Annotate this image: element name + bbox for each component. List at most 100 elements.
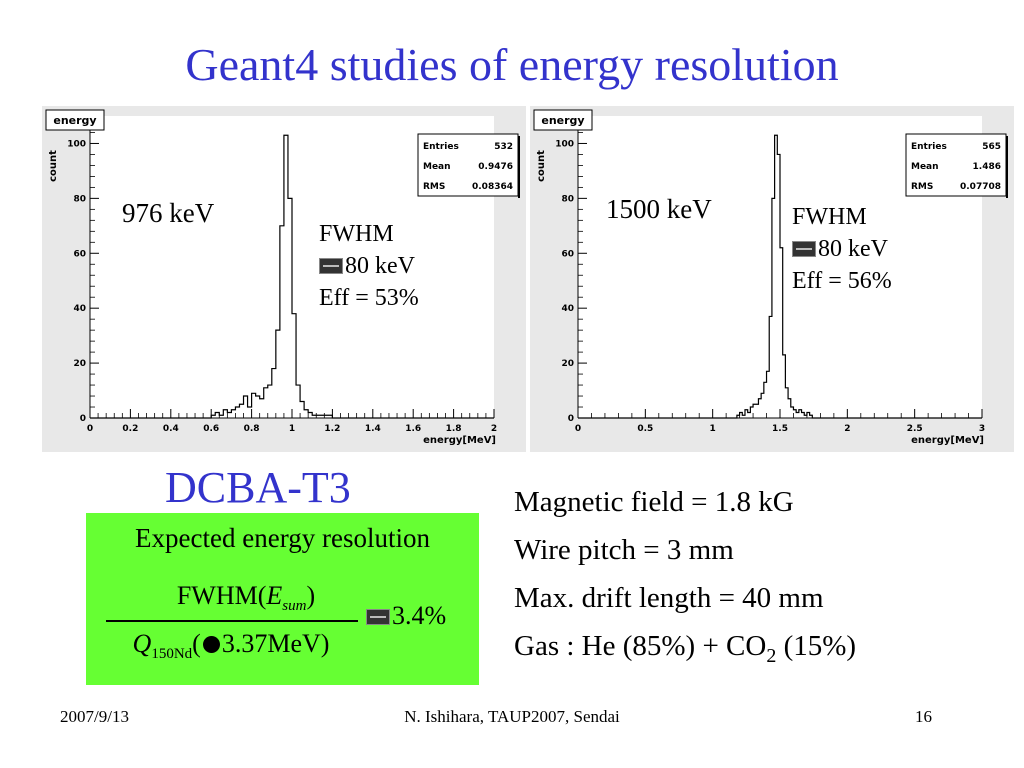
- fwhm-annotation: FWHM 80 keV Eff = 56%: [792, 201, 892, 297]
- resolution-value: 3.4%: [392, 601, 447, 630]
- x-tick-label: 0.8: [244, 424, 260, 434]
- approx-symbol-icon: [319, 258, 343, 274]
- numerator-variable: E: [266, 581, 283, 610]
- param-gas: Gas : He (85%) + CO2 (15%): [514, 622, 856, 680]
- stats-label: RMS: [911, 182, 933, 192]
- numerator-suffix: ): [306, 581, 316, 610]
- denominator-open-paren: (: [192, 629, 201, 658]
- x-tick-label: 1: [289, 424, 295, 434]
- efficiency: Eff = 56%: [792, 268, 892, 294]
- histogram-976kev: 0 0.2 0.4 0.6 0.8 1 1.2 1.4 1.6 1.8 2020406080100e…: [42, 106, 526, 452]
- x-tick-label: 0.6: [203, 424, 219, 434]
- param-wire-pitch: Wire pitch = 3 mm: [514, 534, 734, 566]
- y-tick-label: 60: [561, 249, 574, 259]
- denominator-value: 3.37MeV): [221, 629, 330, 658]
- stats-box: [417, 133, 519, 197]
- x-tick-label: 0: [87, 424, 93, 434]
- y-tick-label: 40: [73, 304, 86, 314]
- x-tick-label: 1.5: [772, 424, 788, 434]
- stats-label: Entries: [911, 142, 947, 152]
- histogram-title: energy: [53, 114, 96, 127]
- stats-box-shadow: [1006, 136, 1008, 198]
- resolution-heading: Expected energy resolution: [135, 523, 430, 553]
- histogram-panel-1500kev: 0 0.5 1 1.5 2 2.5 3 0 20 40 60 80 100 energy[MeV] coun…: [530, 106, 1014, 452]
- y-tick-label: 20: [561, 359, 574, 369]
- x-tick-label: 1: [710, 424, 716, 434]
- fwhm-value: 80 keV: [818, 236, 888, 262]
- x-tick-label: 2: [491, 424, 497, 434]
- y-tick-label: 20: [73, 359, 86, 369]
- x-tick-label: 1.2: [324, 424, 340, 434]
- histogram-title-box: [45, 109, 105, 131]
- fwhm-label: FWHM: [319, 221, 394, 247]
- energy-annotation: 976 keV: [122, 198, 215, 228]
- gas-subscript: 2: [766, 644, 777, 667]
- histogram-line: [90, 134, 494, 419]
- fwhm-annotation: FWHM 80 keV Eff = 53%: [319, 218, 419, 314]
- fwhm-value-line: 80 keV: [792, 233, 892, 265]
- param-magnetic-field: Magnetic field = 1.8 kG: [514, 486, 794, 518]
- y-tick-label: 100: [67, 139, 86, 149]
- stats-label: Mean: [911, 162, 939, 172]
- fwhm-value: 80 keV: [345, 253, 415, 279]
- x-tick-label: 2: [844, 424, 850, 434]
- stats-box: [905, 133, 1007, 197]
- approx-symbol-icon: [366, 609, 390, 625]
- stats-label: Entries: [423, 142, 459, 152]
- footer-author: N. Ishihara, TAUP2007, Sendai: [404, 707, 620, 726]
- x-tick-label: 2.5: [907, 424, 923, 434]
- y-tick-label: 80: [561, 194, 574, 204]
- stats-value: 1.486: [973, 162, 1001, 172]
- x-tick-label: 0.5: [637, 424, 653, 434]
- gas-prefix: Gas : He (85%) + CO: [514, 630, 767, 662]
- histogram-panel-976kev: 0 0.2 0.4 0.6 0.8 1 1.2 1.4 1.6 1.8 2 0 20 40 60 80 100 e…: [42, 106, 526, 452]
- y-tick-label: 0: [568, 414, 574, 424]
- x-tick-label: 3: [979, 424, 985, 434]
- x-tick-label: 1.8: [446, 424, 462, 434]
- y-tick-label: 60: [73, 249, 86, 259]
- x-tick-label: 1.4: [365, 424, 381, 434]
- stats-value: 532: [494, 142, 513, 152]
- stats-value: 565: [982, 142, 1001, 152]
- stats-label: Mean: [423, 162, 451, 172]
- approx-bullet-icon: [202, 636, 220, 653]
- fraction-numerator: FWHM(Esum): [130, 581, 362, 615]
- resolution-result: 3.4%: [366, 601, 446, 631]
- histogram-title: energy: [541, 114, 584, 127]
- detector-name: DCBA-T3: [165, 463, 351, 512]
- param-drift-length: Max. drift length = 40 mm: [514, 582, 824, 614]
- stats-label: RMS: [423, 182, 445, 192]
- footer-date: 2007/9/13: [60, 707, 129, 726]
- stats-value: 0.08364: [472, 182, 513, 192]
- x-axis-label: energy[MeV]: [911, 435, 984, 446]
- denominator-subscript: 150Nd: [151, 646, 193, 662]
- y-axis-label: count: [48, 150, 59, 182]
- stats-value: 0.9476: [478, 162, 513, 172]
- x-axis-label: energy[MeV]: [423, 435, 496, 446]
- x-tick-label: 1.6: [405, 424, 421, 434]
- histogram-line: [578, 134, 982, 419]
- x-tick-label: 0.4: [163, 424, 179, 434]
- page-number: 16: [915, 707, 932, 726]
- denominator-variable: Q: [132, 629, 152, 658]
- slide-title: Geant4 studies of energy resolution: [185, 39, 839, 90]
- approx-symbol-icon: [792, 241, 816, 257]
- fraction-denominator: Q150Nd(3.37MeV): [100, 629, 362, 663]
- stats-box-shadow: [518, 136, 520, 198]
- x-tick-label: 0.2: [122, 424, 138, 434]
- y-tick-label: 80: [73, 194, 86, 204]
- numerator-subscript: sum: [282, 598, 307, 614]
- x-tick-label: 0: [575, 424, 581, 434]
- y-axis-label: count: [536, 150, 547, 182]
- y-tick-label: 100: [555, 139, 574, 149]
- histogram-1500kev: 0 0.5 1 1.5 2 2.5 3 0 20 40 60 80 100 energy[MeV] coun…: [530, 106, 1014, 452]
- histogram-title-box: [533, 109, 593, 131]
- detector-parameters: Magnetic field = 1.8 kG Wire pitch = 3 m…: [514, 478, 856, 680]
- energy-annotation: 1500 keV: [606, 194, 712, 224]
- gas-suffix: (15%): [776, 630, 857, 662]
- y-tick-label: 0: [80, 414, 86, 424]
- fwhm-value-line: 80 keV: [319, 250, 419, 282]
- fwhm-label: FWHM: [792, 204, 867, 230]
- y-tick-label: 40: [561, 304, 574, 314]
- efficiency: Eff = 53%: [319, 285, 419, 311]
